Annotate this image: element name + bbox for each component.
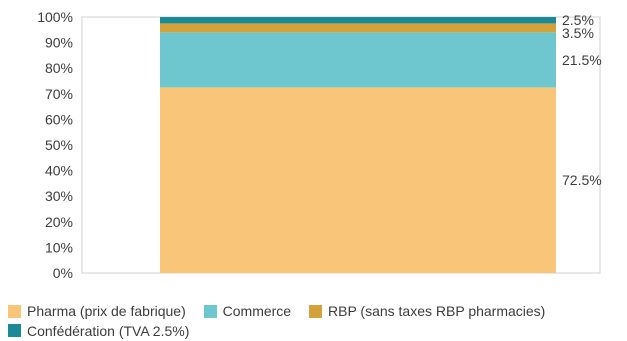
legend-swatch-rbp (309, 304, 322, 318)
legend-label-confederation: Confédération (TVA 2.5%) (27, 322, 190, 339)
y-tick-label: 0% (53, 265, 73, 281)
legend-item-pharma: Pharma (prix de fabrique) (8, 302, 186, 320)
data-label-0: 72.5% (562, 172, 602, 188)
legend-item-rbp: RBP (sans taxes RBP pharmacies) (309, 302, 545, 320)
y-tick-label: 100% (37, 9, 73, 25)
y-tick-label: 80% (45, 60, 73, 76)
legend-label-commerce: Commerce (222, 303, 292, 319)
legend-item-confederation: Confédération (TVA 2.5%) (8, 322, 189, 340)
legend-label-rbp: RBP (sans taxes RBP pharmacies) (328, 303, 546, 319)
bar-segment-0 (160, 87, 556, 274)
y-tick-label: 20% (45, 214, 73, 230)
legend-label-pharma: Pharma (prix de fabrique) (27, 303, 186, 319)
y-axis: 0% 10% 20% 30% 40% 50% 60% 70% 80% 90% 100% (37, 9, 601, 281)
legend-swatch-confederation (8, 324, 21, 337)
y-tick-label: 10% (45, 239, 73, 255)
y-tick-label: 40% (45, 163, 73, 179)
y-tick-label: 60% (45, 111, 73, 127)
y-tick-label: 50% (45, 137, 73, 153)
y-tick-label: 30% (45, 188, 73, 204)
bar-segment-1 (160, 32, 556, 88)
legend-item-commerce: Commerce (203, 302, 292, 320)
data-label-2: 3.5% (562, 25, 594, 41)
bar-segment-3 (160, 17, 556, 24)
data-labels: 72.5% 21.5% 3.5%2.5% (562, 12, 602, 188)
bar-segments (160, 17, 556, 274)
legend-swatch-commerce (203, 304, 217, 318)
bar-segment-2 (160, 23, 556, 33)
data-label-3: 2.5% (562, 12, 594, 28)
y-tick-label: 90% (45, 35, 73, 51)
legend: Pharma (prix de fabrique) Commerce RBP (… (8, 302, 620, 341)
data-label-1: 21.5% (562, 52, 602, 68)
legend-swatch-pharma (8, 304, 21, 318)
y-tick-label: 70% (45, 86, 73, 102)
